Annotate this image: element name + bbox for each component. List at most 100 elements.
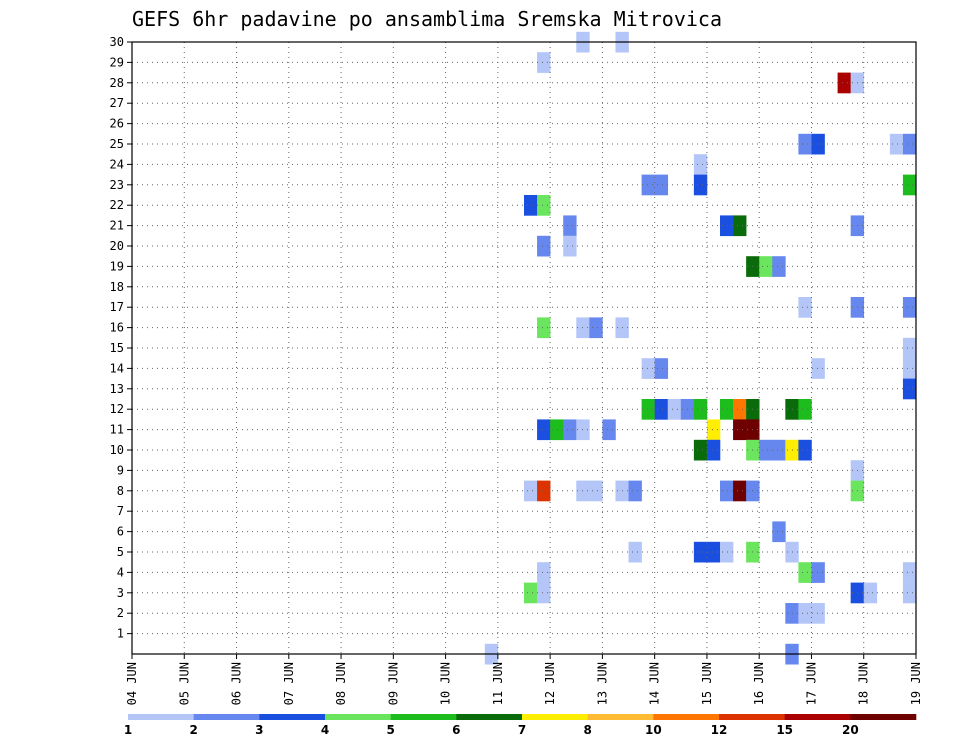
y-tick-label: 1: [117, 627, 124, 641]
y-tick-label: 21: [110, 219, 124, 233]
y-tick-label: 9: [117, 463, 124, 477]
heatmap-cell: [654, 174, 669, 196]
heatmap-cell: [798, 603, 812, 624]
colorbar-label: 15: [776, 723, 793, 737]
x-tick-label: 17 JUN: [805, 662, 819, 705]
colorbar-swatch: [522, 714, 588, 720]
heatmap-cell: [733, 399, 747, 420]
y-tick-label: 5: [117, 545, 124, 559]
heatmap-cell: [811, 133, 825, 155]
y-tick-label: 4: [117, 565, 124, 579]
heatmap-cell: [811, 358, 825, 379]
y-tick-label: 19: [110, 259, 124, 273]
x-tick-label: 14 JUN: [648, 662, 662, 705]
colorbar-label: 10: [645, 723, 662, 737]
x-tick-label: 06 JUN: [230, 662, 244, 705]
y-tick-label: 15: [110, 341, 124, 355]
colorbar-swatch: [784, 714, 851, 720]
heatmap-cell: [550, 419, 564, 441]
x-tick-label: 10 JUN: [439, 662, 453, 705]
heatmap-cell: [654, 358, 669, 379]
heatmap-cell: [589, 317, 603, 339]
heatmap-cell: [693, 154, 708, 175]
x-tick-label: 08 JUN: [334, 662, 348, 705]
y-tick-label: 27: [110, 96, 124, 110]
heatmap-cell: [563, 235, 577, 257]
colorbar-label: 4: [321, 723, 329, 737]
heatmap-cell: [537, 52, 551, 73]
heatmap-cell: [759, 439, 773, 461]
colorbar-legend: 1 2 3 4 5 6 7 8 10 12 15 20: [124, 714, 917, 737]
heatmap-cell: [693, 174, 708, 196]
colorbar-swatch: [193, 714, 260, 720]
y-tick-label: 17: [110, 300, 124, 314]
heatmap-cell: [798, 297, 812, 318]
y-tick-label: 16: [110, 321, 124, 335]
heatmap-cell: [902, 358, 917, 379]
heatmap-cell: [537, 317, 551, 339]
heatmap-cell: [706, 541, 721, 563]
heatmap-cell: [798, 133, 812, 155]
y-tick-label: 13: [110, 382, 124, 396]
y-tick-label: 22: [110, 198, 124, 212]
y-tick-label: 26: [110, 117, 124, 131]
y-tick-label: 8: [117, 484, 124, 498]
x-tick-label: 18 JUN: [857, 662, 871, 705]
y-tick-label: 23: [110, 178, 124, 192]
heatmap-cell: [798, 399, 812, 420]
heatmap-cell: [837, 72, 851, 94]
colorbar-swatch: [390, 714, 457, 720]
colorbar-label: 6: [452, 723, 460, 737]
heatmap-cell: [524, 582, 538, 604]
heatmap-cell: [733, 215, 747, 237]
y-tick-label: 11: [110, 423, 124, 437]
colorbar-label: 3: [255, 723, 263, 737]
colorbar-swatch: [128, 714, 194, 720]
colorbar-label: 8: [583, 723, 591, 737]
heatmap-cell: [693, 439, 708, 461]
x-tick-label: 09 JUN: [386, 662, 400, 705]
heatmap-cell: [902, 562, 917, 583]
heatmap-cell: [641, 399, 655, 420]
heatmap-cell: [733, 480, 747, 502]
heatmap-cell: [537, 419, 551, 441]
heatmap-cell: [863, 582, 878, 604]
y-tick-label: 29: [110, 55, 124, 69]
x-tick-label: 05 JUN: [177, 662, 191, 705]
heatmap-cell: [720, 480, 734, 502]
heatmap-cell: [733, 419, 747, 441]
x-tick-label: 04 JUN: [125, 662, 139, 705]
y-tick-label: 2: [117, 606, 124, 620]
chart-title: GEFS 6hr padavine po ansamblima Sremska …: [132, 7, 722, 31]
x-tick-label: 15 JUN: [700, 662, 714, 705]
y-tick-label: 25: [110, 137, 124, 151]
colorbar-label: 5: [386, 723, 394, 737]
heatmap-cell: [811, 603, 825, 624]
colorbar-label: 1: [124, 723, 132, 737]
heatmap-cell: [602, 419, 616, 441]
y-tick-label: 30: [110, 35, 124, 49]
heatmap-cell: [720, 215, 734, 237]
heatmap-cell: [720, 399, 734, 420]
heatmap-cell: [537, 562, 551, 583]
heatmap-cell: [720, 541, 734, 563]
heatmap-cells: [484, 31, 917, 665]
heatmap-cell: [902, 582, 917, 604]
heatmap-cell: [654, 399, 669, 420]
y-tick-label: 6: [117, 525, 124, 539]
x-tick-label: 13 JUN: [595, 662, 609, 705]
colorbar-swatch: [259, 714, 326, 720]
heatmap-cell: [641, 174, 655, 196]
heatmap-cell: [537, 195, 551, 216]
heatmap-cell: [772, 439, 786, 461]
heatmap-cell: [706, 419, 721, 441]
colorbar-swatch: [850, 714, 917, 720]
colorbar-label: 7: [518, 723, 526, 737]
heatmap-cell: [706, 439, 721, 461]
colorbar-swatch: [587, 714, 654, 720]
y-tick-label: 14: [110, 361, 124, 375]
heatmap-cell: [563, 215, 577, 237]
heatmap-cell: [667, 399, 682, 420]
y-tick-label: 12: [110, 402, 124, 416]
